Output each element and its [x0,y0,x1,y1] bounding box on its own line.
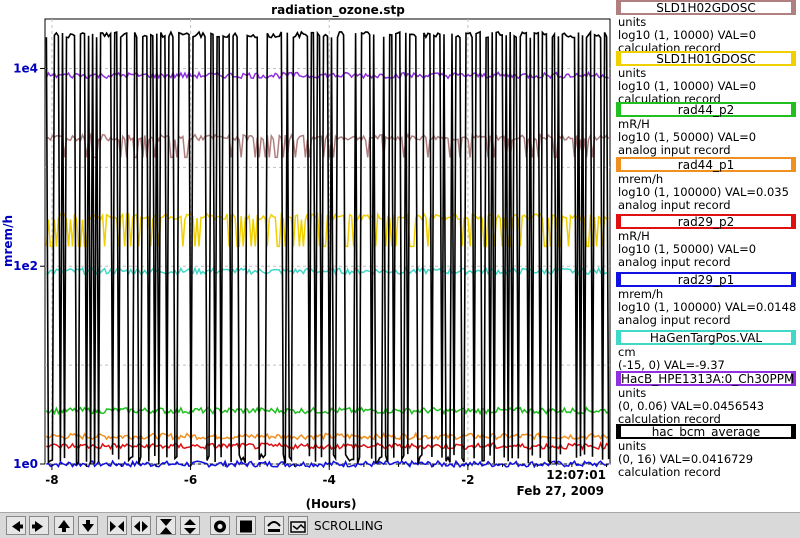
legend-unit: mrem/h [618,172,664,186]
autoscale-icon [214,520,226,532]
legend-swatch[interactable]: SLD1H02GDOSC [616,0,796,15]
legend-pv-name: rad44_p2 [677,103,735,117]
legend-unit: units [618,386,647,400]
series-line-rad44_p2 [45,406,610,416]
x-tick-label: -4 [323,473,336,487]
zoom-out-horizontal-icon [134,520,148,532]
legend-record-type: analog input record [618,313,731,327]
legend-unit: units [618,15,647,29]
legend-pv-name: SLD1H01GDOSC [656,52,756,66]
legend-swatch[interactable]: hac_bcm_average [616,424,796,439]
chart-title: radiation_ozone.stp [271,3,405,18]
legend-record-type: calculation record [618,465,721,479]
stop-icon [240,520,252,532]
arrow-down-icon [82,519,94,532]
scroll-status-label: SCROLLING [314,519,383,533]
legend-record-type: analog input record [618,143,731,157]
legend-record-type: calculation record [618,412,721,426]
legend-range: (0, 0.06) VAL=0.0456543 [618,399,765,413]
legend-unit: units [618,66,647,80]
legend-unit: mR/H [618,229,650,243]
arrow-left-icon [12,520,23,532]
strip-chart[interactable]: radiation_ozone.stp -8 -6 -4 -2 1e4 1e2 1e0 mr… [0,0,612,512]
legend-pv-name: HaGenTargPos.VAL [649,331,763,345]
legend-swatch[interactable]: rad29_p1 [616,272,796,287]
series-layer [45,29,610,469]
arrow-right-icon [32,520,43,532]
config-icon [267,520,281,532]
legend-swatch[interactable]: HaGenTargPos.VAL [616,330,796,345]
stop-button[interactable] [236,516,256,535]
legend-swatch[interactable]: HacB_HPE1313A:0_Ch30PPM [616,371,796,386]
legend-range: log10 (1, 10000) VAL=0 [618,28,757,42]
legend-unit: cm [618,345,636,359]
legend-swatch[interactable]: SLD1H01GDOSC [616,51,796,66]
zoom-out-vertical-icon [184,518,196,534]
series-line-SLD1H01GDOSC [45,211,609,248]
legend-pv-name: SLD1H02GDOSC [656,1,756,15]
series-line-rad29_p1 [46,459,610,469]
x-tick-label: -8 [45,473,58,487]
legend-range: log10 (1, 100000) VAL=0.035 [618,185,789,199]
legend-swatch[interactable]: rad44_p1 [616,157,796,172]
autoscale-button[interactable] [210,516,230,535]
y-tick-label: 1e2 [13,259,38,273]
legend-panel: SLD1H02GDOSC units log10 (1, 10000) VAL=0 c… [612,0,800,512]
current-date-label: Feb 27, 2009 [517,484,604,498]
x-tick-label: -6 [184,473,197,487]
legend-swatch[interactable]: rad44_p2 [616,102,796,117]
legend-range: (-15, 0) VAL=-9.37 [618,358,725,372]
legend-record-type: analog input record [618,198,731,212]
legend-pv-name: rad44_p1 [677,158,735,172]
legend-pv-name: HacB_HPE1313A:0_Ch30PPM [621,372,795,386]
series-line-hac_bcm_average [45,29,610,466]
arrow-right-button[interactable] [29,516,49,535]
series-line-HaGenTargPos.VAL [46,266,609,276]
arrow-down-button[interactable] [78,516,98,535]
scroll-mode-button[interactable] [288,516,308,535]
legend-range: log10 (1, 100000) VAL=0.0148 [618,300,797,314]
zoom-in-horizontal-button[interactable] [107,516,127,535]
y-tick-label: 1e0 [13,457,38,471]
legend-range: log10 (1, 50000) VAL=0 [618,242,757,256]
y-tick-label: 1e4 [13,61,38,75]
legend-unit: mrem/h [618,287,664,301]
zoom-out-horizontal-button[interactable] [131,516,151,535]
legend-pv-name: rad29_p1 [677,273,735,287]
zoom-out-vertical-button[interactable] [180,516,200,535]
toolbar: SCROLLING [0,512,800,538]
y-axis-label: mrem/h [1,215,15,267]
zoom-in-vertical-icon [160,518,172,534]
legend-unit: units [618,439,647,453]
legend-record-type: analog input record [618,255,731,269]
current-time-label: 12:07:01 [546,468,606,482]
arrow-left-button[interactable] [6,516,26,535]
legend-range: log10 (1, 50000) VAL=0 [618,130,757,144]
arrow-up-button[interactable] [54,516,74,535]
zoom-in-vertical-button[interactable] [156,516,176,535]
axes-layer: -8 -6 -4 -2 1e4 1e2 1e0 [13,61,608,487]
config-button[interactable] [264,516,284,535]
legend-range: (0, 16) VAL=0.0416729 [618,452,754,466]
plot-area[interactable]: radiation_ozone.stp -8 -6 -4 -2 1e4 1e2 1e0 mr… [0,0,612,512]
zoom-in-horizontal-icon [110,520,124,532]
x-axis-label: (Hours) [306,497,357,511]
legend-unit: mR/H [618,117,650,131]
legend-pv-name: rad29_p2 [677,215,735,229]
arrow-up-icon [58,519,70,532]
legend-pv-name: hac_bcm_average [651,425,761,439]
scroll-mode-icon [290,520,306,533]
x-tick-label: -2 [461,473,474,487]
legend-swatch[interactable]: rad29_p2 [616,214,796,229]
legend-range: log10 (1, 10000) VAL=0 [618,79,757,93]
